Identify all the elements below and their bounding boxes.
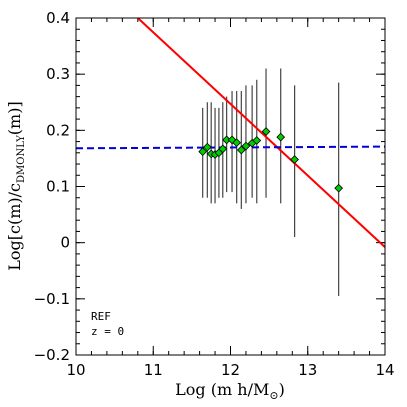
data-point xyxy=(334,183,344,193)
data-point xyxy=(236,145,246,155)
y-tick-label: 0 xyxy=(60,234,70,252)
data-point xyxy=(290,155,299,164)
y-axis-label: Log[c(m)/cDMONLY(m)] xyxy=(5,101,27,270)
x-tick-label: 10 xyxy=(66,361,85,379)
data-point xyxy=(227,135,237,145)
y-tick-label: −0.2 xyxy=(34,346,70,364)
data-point xyxy=(261,127,271,136)
data-point xyxy=(276,132,286,142)
plot-frame xyxy=(75,17,386,356)
y-tick-labels: −0.2 −0.1 0 0.1 0.2 0.3 0.4 xyxy=(34,9,70,364)
x-tick-label: 13 xyxy=(298,361,317,379)
x-tick-label: 11 xyxy=(144,361,163,379)
data-point xyxy=(252,136,262,145)
y-tick-label: 0.3 xyxy=(46,65,70,83)
annotation-redshift: z = 0 xyxy=(91,325,124,338)
y-tick-label: 0.2 xyxy=(46,121,70,139)
y-axis-label-sub: DMONLY xyxy=(16,135,27,183)
error-bars xyxy=(202,68,340,297)
y-tick-label: 0.4 xyxy=(46,9,70,27)
data-point xyxy=(202,142,212,152)
y-tick-label: −0.1 xyxy=(34,290,70,308)
data-point xyxy=(198,147,208,157)
x-tick-labels: 10 11 12 13 14 xyxy=(66,361,394,379)
dashed-reference-line xyxy=(75,145,386,150)
x-axis-label-sub: ⊙ xyxy=(269,389,278,402)
data-points xyxy=(198,127,344,193)
x-tick-label: 14 xyxy=(375,361,394,379)
x-axis-label: Log (m h/M⊙) xyxy=(175,380,285,402)
y-tick-label: 0.1 xyxy=(46,178,70,196)
annotation-run-name: REF xyxy=(91,310,111,323)
x-tick-label: 12 xyxy=(221,361,240,379)
data-point xyxy=(218,144,228,154)
fit-lines xyxy=(75,17,386,248)
data-point xyxy=(241,141,251,151)
red-fit-line xyxy=(137,17,386,248)
data-point xyxy=(232,138,242,148)
